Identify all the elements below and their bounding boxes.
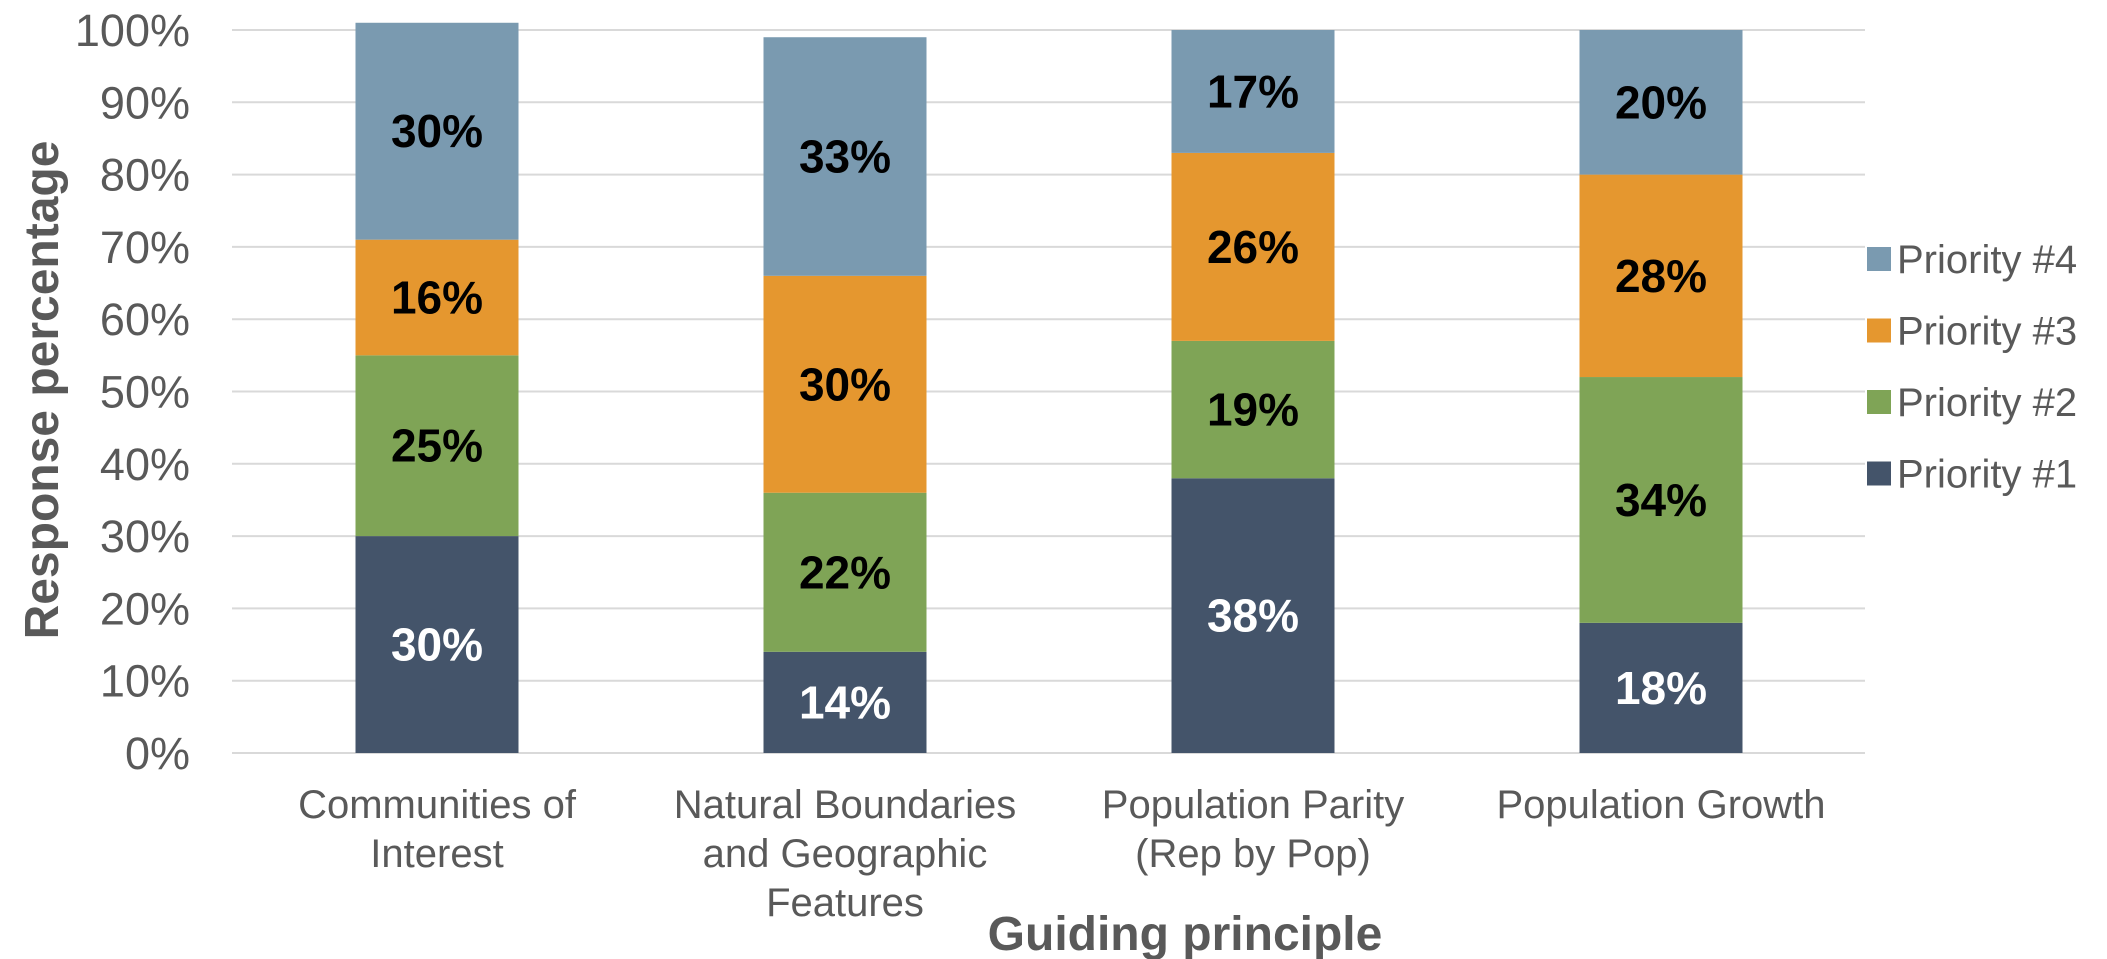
x-category-label: and Geographic [703, 832, 988, 876]
bar-segment [763, 651, 927, 753]
y-axis-title: Response percentage [16, 141, 69, 640]
bar-segment [763, 492, 927, 652]
x-category-label: Population Growth [1496, 783, 1825, 827]
legend-swatch [1867, 247, 1891, 271]
bar-segment [1171, 30, 1335, 153]
legend-swatch [1867, 318, 1891, 343]
data-label: 38% [1207, 590, 1299, 642]
x-category-label: Population Parity [1102, 783, 1404, 827]
legend-label: Priority #3 [1897, 310, 2077, 354]
data-label: 22% [799, 546, 891, 598]
x-axis-title: Guiding principle [988, 908, 1383, 959]
bar-segment [355, 355, 519, 537]
y-axis-tick-labels: 0% 10% 20% 30% 40% 50% 60% 70% 80% 90% 100% [75, 5, 190, 779]
y-tick-label: 0% [125, 728, 190, 779]
legend-label: Priority #4 [1897, 238, 2077, 282]
data-label: 30% [391, 105, 483, 157]
bar-segment [1579, 377, 1743, 623]
y-tick-label: 90% [100, 77, 190, 128]
y-tick-label: 20% [100, 583, 190, 634]
x-axis-category-labels: Communities of Interest Natural Boundaries… [298, 783, 1825, 925]
y-tick-label: 60% [100, 294, 190, 345]
data-label: 33% [799, 131, 891, 183]
legend-label: Priority #1 [1897, 453, 2077, 497]
bar-segment [1171, 340, 1335, 479]
legend-swatch [1867, 390, 1891, 414]
bar-segment [763, 275, 927, 493]
data-label: 25% [391, 420, 483, 472]
data-label: 30% [799, 358, 891, 410]
bar-segment [1579, 30, 1743, 175]
data-label: 19% [1207, 384, 1299, 436]
bar-segment [763, 37, 927, 276]
x-category-label: Features [766, 881, 924, 925]
bar-segment [355, 239, 519, 356]
bar-segment [1171, 152, 1335, 341]
x-category-label: Interest [370, 832, 503, 876]
y-tick-label: 100% [75, 5, 190, 56]
data-label: 20% [1615, 76, 1707, 128]
x-category-label: Communities of [298, 783, 577, 827]
bar-segment [1579, 622, 1743, 753]
bar-segment [355, 536, 519, 753]
bar-segment [1579, 174, 1743, 378]
y-tick-label: 40% [100, 439, 190, 490]
data-label: 28% [1615, 250, 1707, 302]
legend-swatch [1867, 461, 1891, 486]
data-label: 17% [1207, 65, 1299, 117]
data-label: 34% [1615, 474, 1707, 526]
bars: 30% 25% 16% 30% 14% 22% 30% 33% 38% 19% 26% 17% 18% 3… [355, 22, 1743, 753]
y-tick-label: 30% [100, 511, 190, 562]
data-label: 18% [1615, 662, 1707, 714]
data-label: 26% [1207, 221, 1299, 273]
bar-segment [355, 22, 519, 240]
bar-segment [1171, 478, 1335, 753]
x-category-label: (Rep by Pop) [1135, 832, 1371, 876]
legend: Priority #4 Priority #3 Priority #2 Priorit… [1867, 238, 2077, 497]
data-label: 30% [391, 619, 483, 671]
y-tick-label: 10% [100, 656, 190, 707]
legend-label: Priority #2 [1897, 381, 2077, 425]
x-category-label: Natural Boundaries [674, 783, 1016, 827]
y-tick-label: 50% [100, 367, 190, 418]
y-tick-label: 80% [100, 150, 190, 201]
data-label: 14% [799, 676, 891, 728]
data-label: 16% [391, 272, 483, 324]
y-tick-label: 70% [100, 222, 190, 273]
